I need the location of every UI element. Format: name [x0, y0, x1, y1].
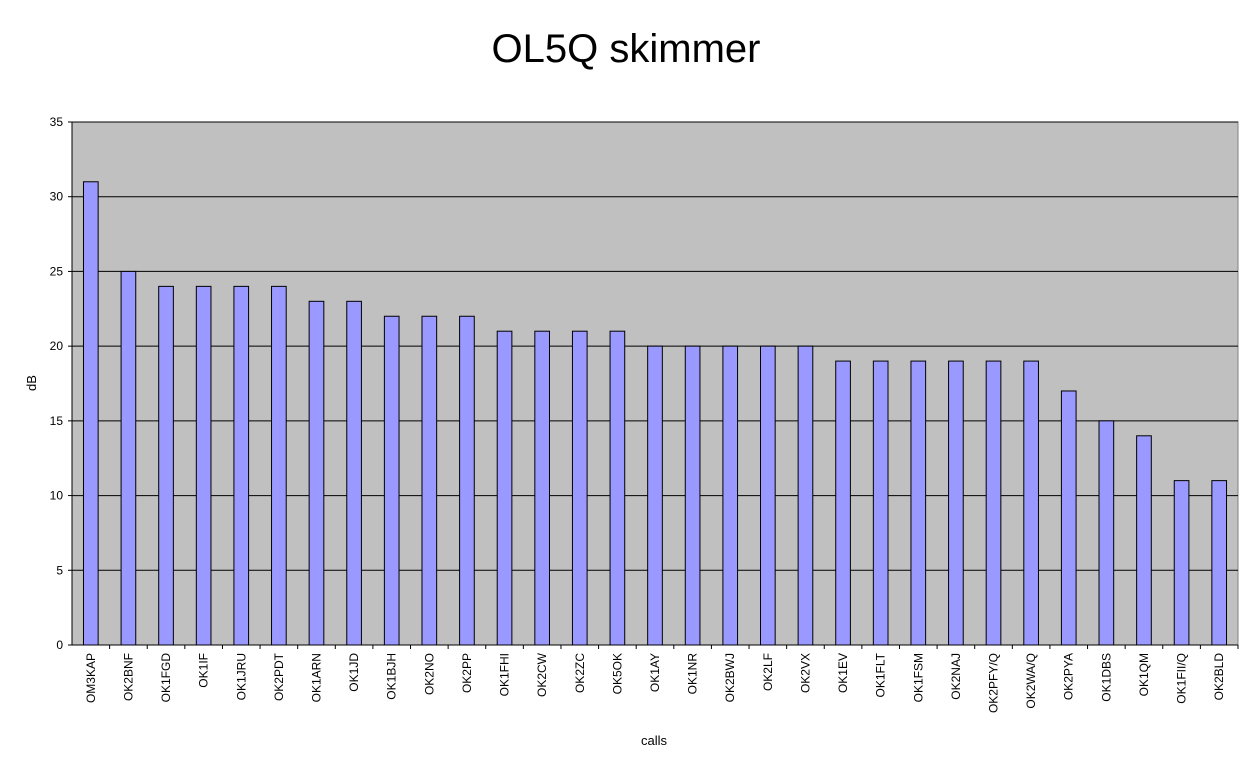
x-tick-label: OK2PDT: [272, 652, 286, 701]
x-tick-label: OK1FGD: [159, 653, 173, 703]
bar: [233, 285, 250, 646]
x-tick-label: OK1FSM: [911, 653, 925, 702]
y-tick-label: 30: [50, 190, 64, 204]
x-axis-label: calls: [641, 733, 668, 748]
x-tick-label: OK1IF: [197, 653, 211, 688]
bar: [797, 345, 814, 646]
x-tick-label: OK5OK: [610, 653, 624, 694]
chart-title: OL5Q skimmer: [492, 27, 761, 71]
bar: [985, 360, 1002, 646]
x-tick-label: OK1AY: [648, 653, 662, 692]
x-tick-label: OM3KAP: [84, 653, 98, 703]
x-tick-label: OK1JD: [347, 653, 361, 692]
x-tick-label: OK2BNF: [121, 653, 135, 701]
bar: [760, 345, 776, 646]
bar: [571, 330, 588, 646]
y-tick-label: 20: [50, 339, 64, 353]
y-tick-label: 15: [50, 414, 64, 428]
x-tick-label: OK2PYA: [1062, 653, 1076, 700]
x-tick-label: OK1DBS: [1099, 653, 1113, 702]
x-tick-label: OK1ARN: [309, 653, 323, 702]
y-tick-label: 0: [56, 638, 63, 652]
bar: [609, 330, 626, 646]
bar: [872, 360, 889, 646]
bar: [835, 360, 851, 646]
bar: [722, 345, 739, 646]
bar: [383, 315, 400, 646]
plot-area: 0 5 10 15 20 25 30 35 OM3KAP OK2BNF OK1FGD OK1IF OK1…: [50, 115, 1239, 713]
x-tick-label: OK1FHI: [498, 653, 512, 696]
x-tick-label: OK2PFY/Q: [987, 653, 1001, 713]
x-tick-label: OK1QM: [1137, 653, 1151, 696]
x-tick-label: OK2BWJ: [723, 653, 737, 702]
bar: [647, 345, 663, 646]
bar: [82, 181, 99, 646]
bar: [271, 285, 287, 646]
bar: [459, 315, 475, 646]
bar: [948, 360, 964, 646]
x-tick-label: OK2BLD: [1212, 653, 1226, 701]
bar: [421, 315, 438, 646]
bar: [158, 285, 174, 646]
x-tick-label: OK1JRU: [234, 653, 248, 700]
bar: [1060, 390, 1077, 646]
x-tick-label: OK1FII/Q: [1175, 653, 1189, 704]
x-tick-label: OK2WA/Q: [1024, 653, 1038, 709]
x-tick-label: OK1BJH: [385, 653, 399, 700]
x-tick-label: OK2NAJ: [949, 653, 963, 700]
bar: [1023, 360, 1039, 646]
y-tick-label: 25: [50, 264, 64, 278]
x-tick-label: OK1NR: [686, 653, 700, 695]
y-tick-label: 5: [56, 563, 63, 577]
y-tick-label: 35: [50, 115, 64, 129]
bar: [120, 270, 137, 646]
x-tick-label: OK2ZC: [573, 653, 587, 693]
bar: [496, 330, 513, 646]
bar: [910, 360, 927, 646]
x-tick-label: OK1EV: [836, 653, 850, 693]
x-tick-label: OK2NO: [422, 653, 436, 695]
bar: [195, 285, 212, 646]
x-tick-label: OK1FLT: [874, 652, 888, 697]
y-axis-label: dB: [24, 375, 39, 391]
bar: [1136, 435, 1152, 646]
x-tick-label: OK2CW: [535, 652, 549, 697]
x-tick-label: OK2PP: [460, 653, 474, 693]
bar: [308, 300, 325, 646]
bar: [1173, 480, 1190, 646]
bar: [1098, 420, 1115, 646]
x-tick-label: OK2VX: [798, 653, 812, 693]
bar: [534, 330, 550, 646]
bar: [684, 345, 701, 646]
x-tick-label: OK2LF: [761, 653, 775, 691]
y-tick-label: 10: [50, 489, 64, 503]
bar: [346, 300, 362, 646]
bar: [1211, 480, 1228, 646]
